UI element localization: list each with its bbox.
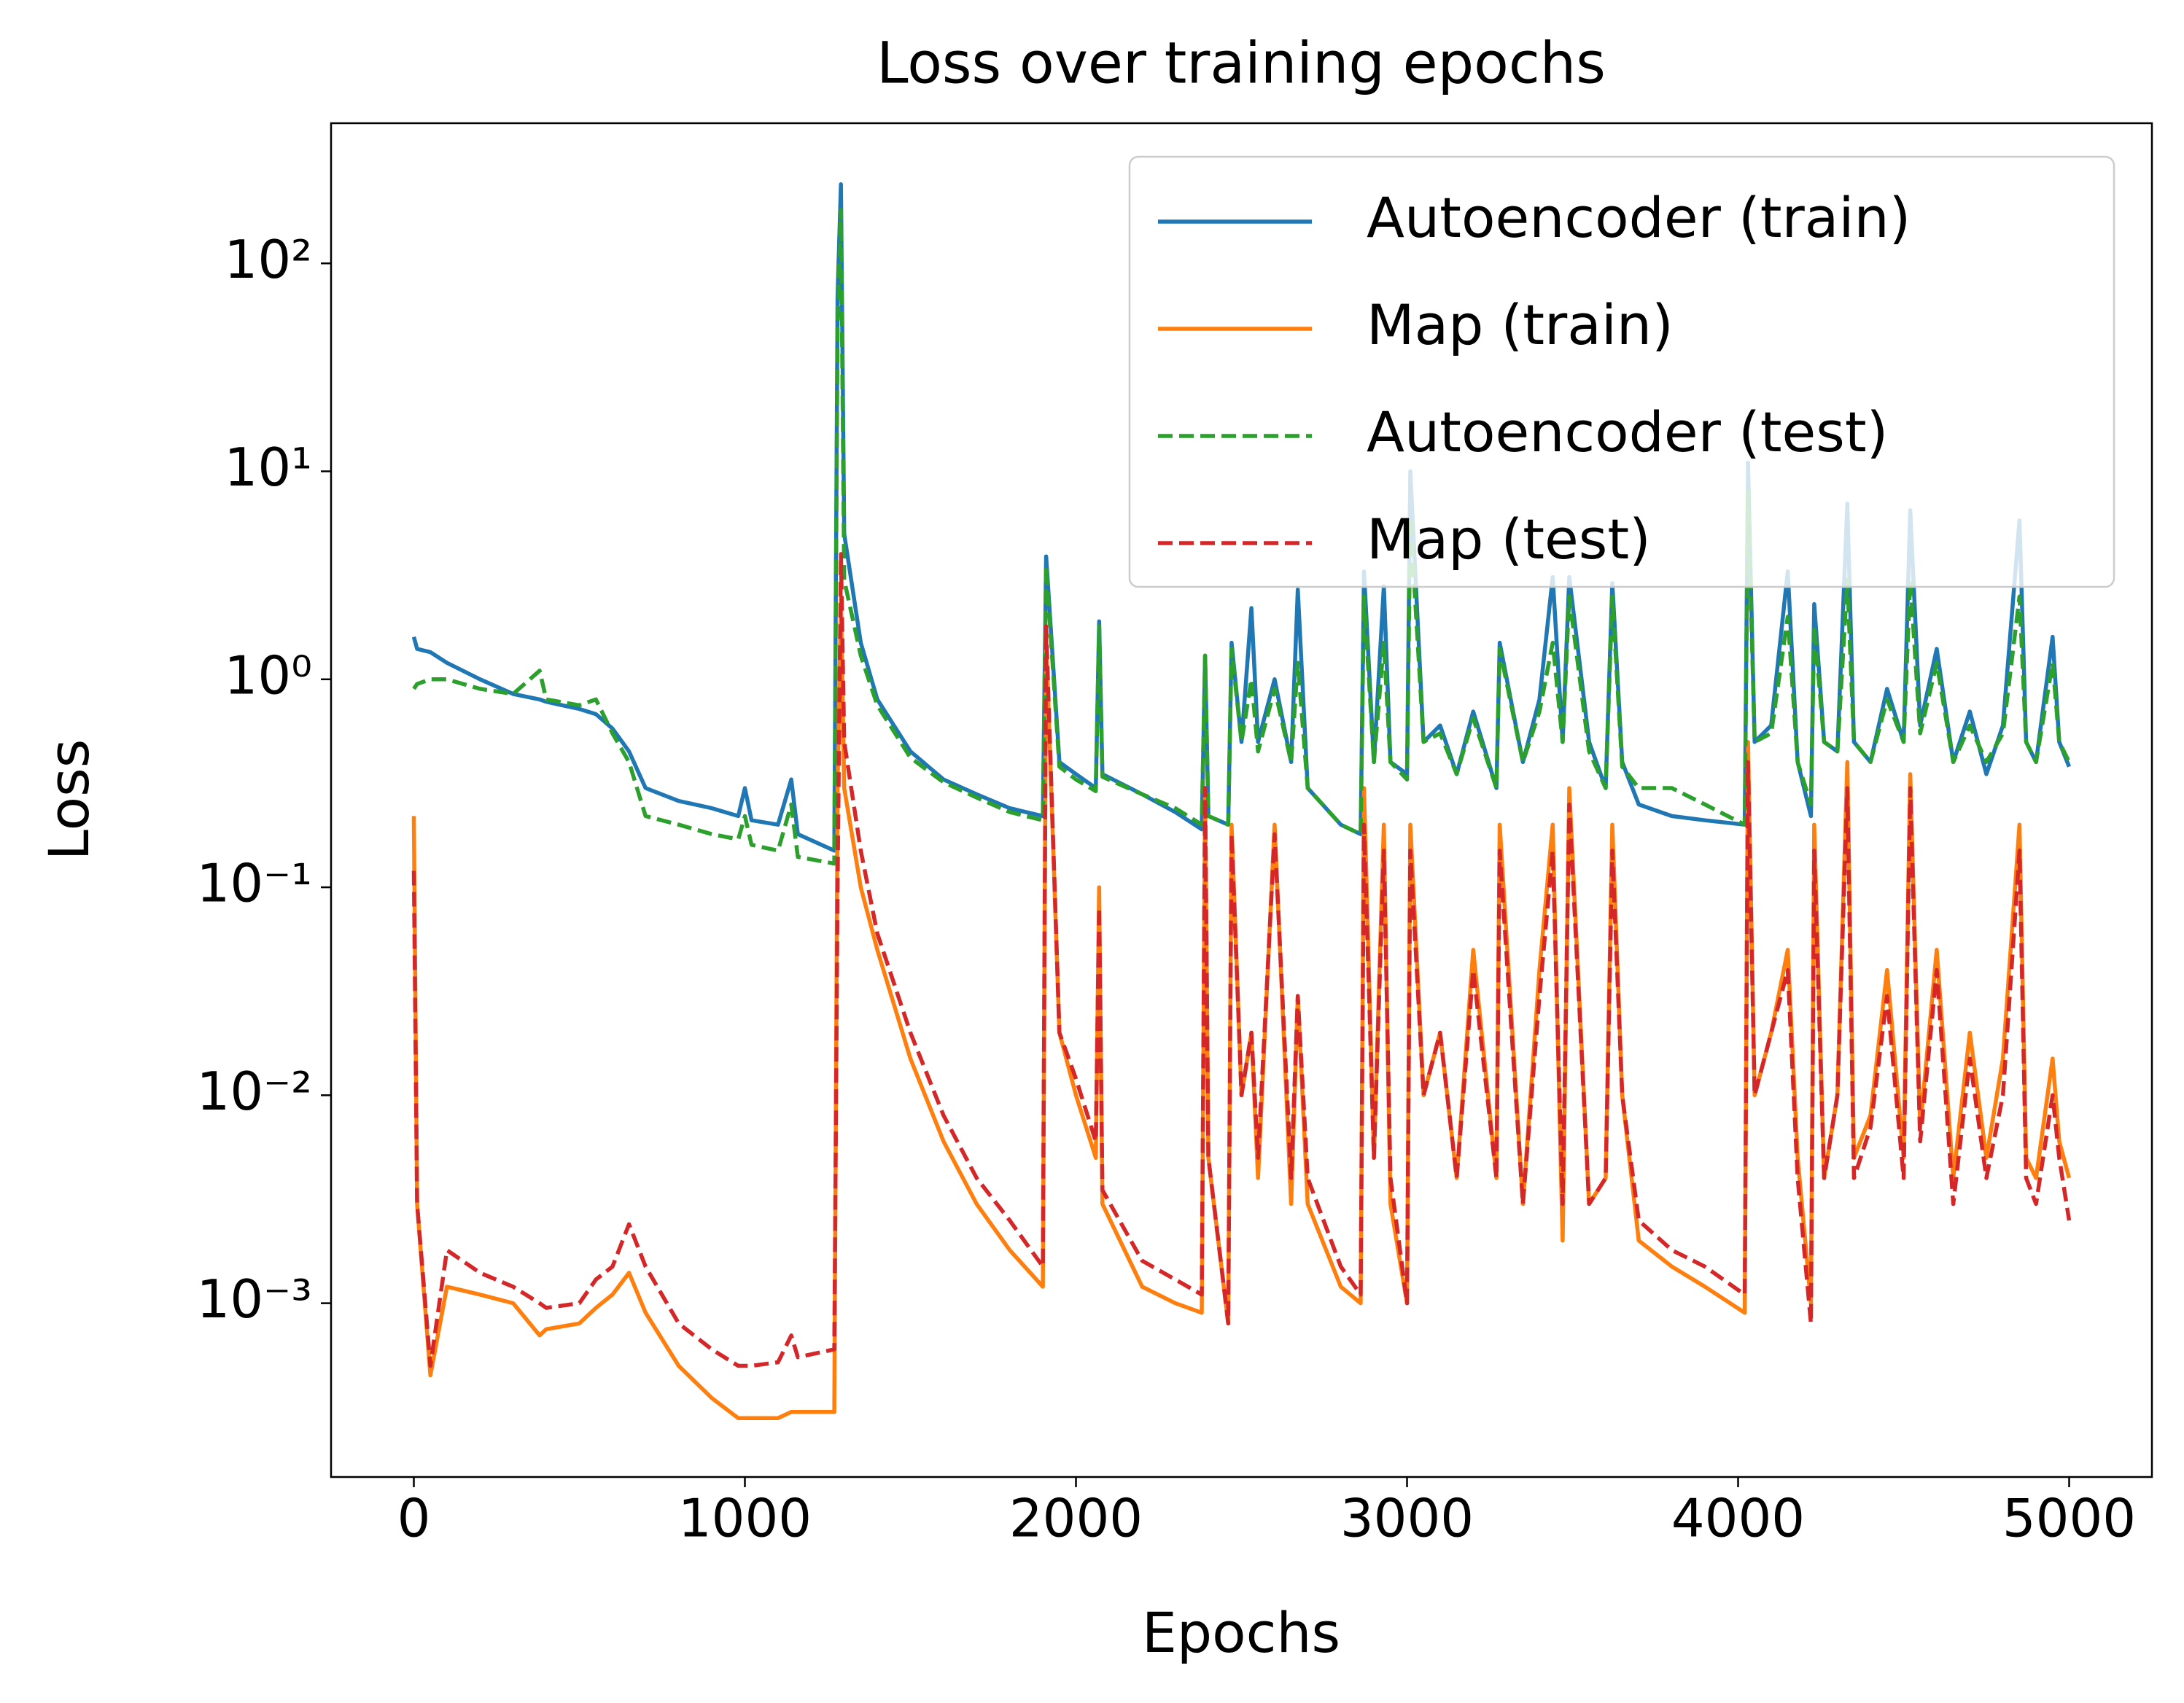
series-line	[411, 552, 2072, 1368]
legend-label: Autoencoder (train)	[1367, 185, 1911, 250]
legend-box	[1128, 155, 2115, 588]
x-tick-label: 0	[397, 1488, 431, 1549]
x-axis-label: Epochs	[1142, 1600, 1340, 1665]
axes-frame	[330, 122, 2153, 1478]
legend-label: Map (train)	[1367, 292, 1674, 357]
legend-label: Autoencoder (test)	[1367, 400, 1888, 464]
legend-label: Map (test)	[1367, 507, 1651, 572]
chart-title: Loss over training epochs	[877, 31, 1606, 96]
x-tick-label: 1000	[678, 1488, 812, 1549]
y-tick-label: 10⁰	[225, 644, 312, 706]
y-tick-label: 10⁻³	[197, 1269, 312, 1330]
series-line	[412, 208, 2071, 866]
y-axis-label: Loss	[36, 739, 101, 861]
x-tick-label: 4000	[1671, 1488, 1805, 1549]
y-tick-label: 10²	[225, 229, 312, 290]
x-tick-label: 2000	[1009, 1488, 1143, 1549]
y-tick-label: 10⁻¹	[197, 853, 312, 914]
x-tick-label: 3000	[1340, 1488, 1474, 1549]
y-tick-label: 10¹	[225, 437, 312, 498]
y-tick-label: 10⁻²	[197, 1061, 312, 1122]
x-tick-label: 5000	[2002, 1488, 2136, 1549]
